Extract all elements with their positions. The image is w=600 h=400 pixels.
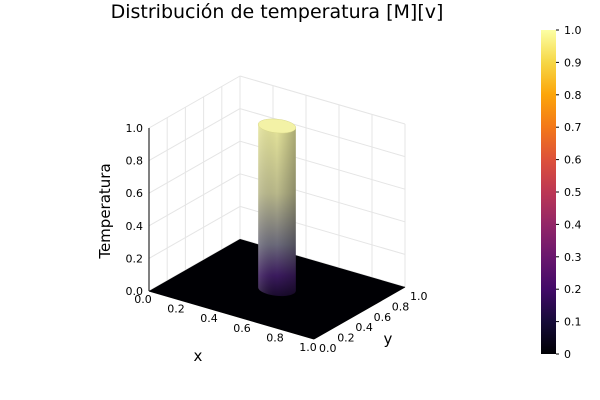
colorbar-tick-label: 0.4: [564, 218, 582, 231]
z-axis-label: Temperatura: [96, 163, 114, 259]
colorbar-tick-label: 0: [564, 348, 571, 361]
x-tick-label: 1.0: [299, 341, 317, 354]
colorbar-tick-label: 0.3: [564, 251, 582, 264]
colorbar-tick-label: 0.8: [564, 89, 582, 102]
x-tick-label: 0.2: [167, 303, 185, 316]
z-tick-label: 0.6: [126, 187, 144, 200]
grid-line: [148, 140, 241, 194]
y-tick-label: 1.0: [410, 290, 428, 303]
grid-line: [239, 75, 406, 125]
grid-line: [148, 108, 241, 162]
colorbar-tick-label: 1.0: [564, 24, 582, 37]
colorbar-tick-label: 0.1: [564, 316, 582, 329]
grid-line: [148, 205, 241, 259]
z-tick-label: 0.0: [126, 285, 144, 298]
y-tick-label: 0.6: [374, 311, 392, 324]
x-tick-label: 0.4: [200, 312, 218, 325]
z-tick-label: 0.4: [126, 220, 144, 233]
surface-peak-shading: [258, 124, 296, 297]
x-tick-label: 0.6: [233, 322, 251, 335]
z-tick-label: 0.8: [126, 155, 144, 168]
grid-line: [239, 108, 406, 158]
y-axis-label: y: [384, 330, 393, 348]
grid-line: [148, 75, 241, 129]
colorbar-tick-label: 0.9: [564, 56, 582, 69]
x-tick-label: 0.8: [266, 331, 284, 344]
y-tick-label: 0.0: [319, 342, 337, 355]
colorbar: [541, 30, 556, 354]
colorbar-tick-label: 0.5: [564, 186, 582, 199]
surface-peak-top: [257, 118, 297, 134]
z-tick-label: 1.0: [126, 122, 144, 135]
ticks-layer: 0.00.00.00.20.20.20.40.40.40.60.60.60.80…: [126, 122, 428, 355]
x-axis-label: x: [194, 347, 203, 365]
z-tick-label: 0.2: [126, 252, 144, 265]
colorbar-ticks: 0 0.1 0.2 0.3 0.4 0.5 0.6 0.7 0.8 0.9 1.0: [556, 24, 582, 361]
colorbar-tick-label: 0.7: [564, 121, 582, 134]
y-tick-label: 0.2: [337, 332, 355, 345]
chart-title: Distribución de temperatura [M][v]: [111, 1, 444, 23]
y-tick-label: 0.4: [355, 321, 373, 334]
colorbar-tick-label: 0.6: [564, 154, 582, 167]
colorbar-tick-label: 0.2: [564, 283, 582, 296]
y-tick-label: 0.8: [392, 300, 410, 313]
surface-layer: [149, 118, 405, 339]
grid-line: [148, 173, 241, 227]
x-tick-label: 0.0: [134, 293, 152, 306]
